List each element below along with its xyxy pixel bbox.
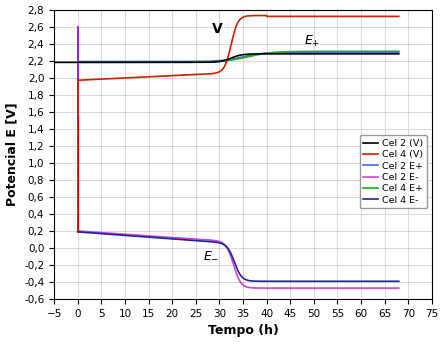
- Cel 2 (V): [396, 52, 401, 56]
- Line: Cel 2 E-: Cel 2 E-: [78, 231, 399, 288]
- Cel 4 (V): [172, 73, 177, 78]
- Cel 2 E+: [293, 50, 299, 54]
- Cel 2 (V): [111, 60, 116, 64]
- Cel 4 (V): [136, 75, 141, 79]
- Cel 2 E-: [396, 286, 401, 290]
- Cel 4 E-: [75, 230, 80, 234]
- Cel 4 E-: [396, 279, 401, 283]
- Cel 4 E+: [172, 60, 177, 64]
- Cel 2 (V): [389, 52, 395, 56]
- Cel 2 (V): [396, 52, 401, 56]
- Cel 4 (V): [396, 14, 401, 19]
- Cel 2 E-: [274, 286, 279, 290]
- Text: V: V: [212, 22, 223, 36]
- Cel 4 E+: [136, 60, 141, 64]
- Cel 4 E-: [348, 279, 353, 283]
- Cel 4 (V): [75, 78, 80, 82]
- Line: Cel 2 E+: Cel 2 E+: [78, 52, 399, 61]
- X-axis label: Tempo (h): Tempo (h): [207, 324, 278, 338]
- Cel 2 E-: [294, 286, 299, 290]
- Cel 4 (V): [264, 13, 269, 17]
- Cel 2 E-: [337, 286, 342, 290]
- Text: $E_{+}$: $E_{+}$: [304, 34, 321, 49]
- Cel 4 E+: [75, 60, 80, 64]
- Cel 2 E+: [75, 59, 80, 63]
- Cel 4 E+: [396, 49, 401, 54]
- Cel 4 E+: [94, 60, 99, 64]
- Cel 2 (V): [352, 52, 357, 56]
- Cel 2 E+: [337, 50, 342, 54]
- Cel 4 E-: [136, 234, 141, 238]
- Cel 4 E-: [294, 279, 299, 283]
- Cel 2 E-: [348, 286, 353, 290]
- Cel 4 (V): [94, 77, 99, 81]
- Line: Cel 4 (V): Cel 4 (V): [78, 15, 399, 80]
- Cel 4 (V): [348, 14, 353, 19]
- Text: $E_{-}$: $E_{-}$: [203, 248, 219, 261]
- Cel 2 E-: [75, 229, 80, 233]
- Cel 2 E+: [172, 59, 177, 63]
- Cel 4 E-: [94, 231, 99, 235]
- Cel 2 E+: [94, 59, 99, 63]
- Cel 2 E+: [348, 50, 353, 54]
- Cel 2 E+: [136, 59, 141, 63]
- Cel 2 (V): [52, 60, 57, 64]
- Cel 4 E-: [337, 279, 342, 283]
- Line: Cel 2 (V): Cel 2 (V): [54, 54, 399, 62]
- Line: Cel 4 E+: Cel 4 E+: [78, 51, 399, 62]
- Cel 4 E+: [335, 49, 340, 54]
- Cel 4 E+: [348, 49, 353, 54]
- Cel 2 (V): [183, 60, 189, 64]
- Cel 2 E+: [396, 50, 401, 54]
- Cel 4 (V): [337, 14, 342, 19]
- Cel 2 E-: [172, 236, 177, 240]
- Cel 4 E-: [274, 279, 279, 283]
- Cel 2 E-: [94, 230, 99, 234]
- Legend: Cel 2 (V), Cel 4 (V), Cel 2 E+, Cel 2 E-, Cel 4 E+, Cel 4 E-: Cel 2 (V), Cel 4 (V), Cel 2 E+, Cel 2 E-…: [360, 135, 427, 209]
- Line: Cel 4 E-: Cel 4 E-: [78, 232, 399, 281]
- Cel 4 E+: [293, 49, 299, 54]
- Cel 4 E+: [337, 49, 342, 54]
- Cel 2 E-: [136, 233, 141, 237]
- Y-axis label: Potencial E [V]: Potencial E [V]: [6, 103, 19, 206]
- Cel 2 E+: [311, 50, 317, 54]
- Cel 4 (V): [294, 14, 299, 19]
- Cel 4 E-: [172, 237, 177, 241]
- Cel 2 (V): [91, 60, 96, 64]
- Cel 2 (V): [198, 60, 204, 64]
